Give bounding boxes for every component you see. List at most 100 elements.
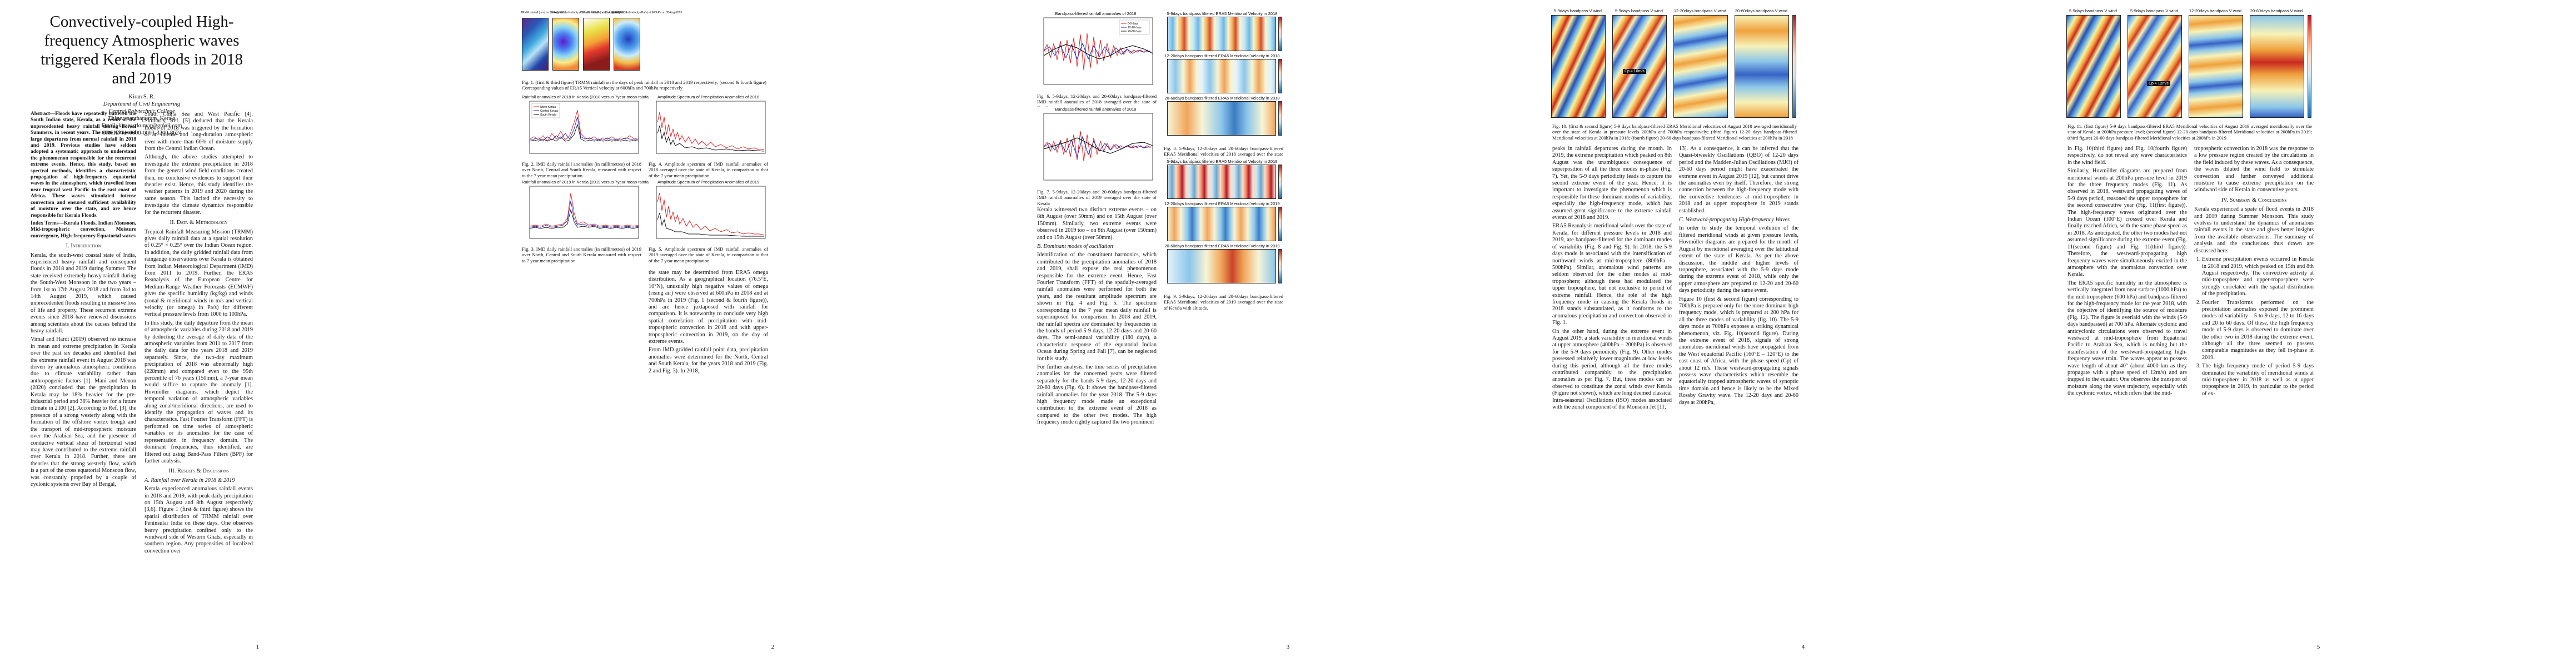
paragraph: On the other hand, during the extreme ev… — [1552, 328, 1672, 411]
hovmoller-panel — [1735, 15, 1789, 118]
figure-1-caption: Fig. 1. (first & third figure) TRMM rain… — [522, 79, 766, 91]
figure-3-caption: Fig. 3. IMD daily rainfall anomalies (in… — [522, 246, 641, 263]
figure-4-caption: Fig. 4. Amplitude spectrum of IMD rainfa… — [649, 161, 768, 178]
fig4-plot — [656, 101, 766, 154]
figure-6: Bandpass-filtered rainfall anomalies of … — [1036, 11, 1155, 92]
paragraph: Kerala experienced anomalous rainfall ev… — [145, 486, 253, 554]
svg-text:North Kerala: North Kerala — [540, 106, 556, 109]
subsection-heading: B. Dominant modes of oscillation — [1037, 243, 1113, 250]
column-2: tropospheric convection in 2018 was the … — [2194, 146, 2314, 399]
page-number: 2 — [771, 644, 775, 650]
column-2: South China Sea and West Pacific [4]. Si… — [145, 111, 253, 556]
contour-panel — [1167, 207, 1276, 241]
column-1: Kerala witnessed two distinct extreme ev… — [1037, 207, 1157, 428]
map-omega-2019 — [614, 18, 640, 71]
fig5-plot — [656, 186, 766, 239]
fig6-plot: 5-9 days 12-20 days 20-60 days — [1043, 17, 1153, 85]
contour-panel — [1167, 165, 1276, 199]
figure-5: Amplitude Spectrum of Precipitation Anom… — [649, 180, 768, 245]
figure-1: TRMM rainfall (mm) on 15-Aug-2018 ERA5 V… — [521, 11, 682, 78]
figure-2-caption: Fig. 2. IMD daily rainfall anomalies (in… — [522, 161, 641, 178]
section-heading: II. Data & Methodology — [170, 220, 228, 226]
section-heading: I. Introduction — [66, 243, 101, 250]
hovmoller-panel — [1551, 15, 1606, 118]
paper-title: Convectively-coupled High-frequency Atmo… — [40, 13, 243, 87]
paragraph: Figure 10 (first & second figure) corres… — [1679, 296, 1798, 406]
figure-10-caption: Fig. 10. (first & second figure) 5-9 day… — [1552, 123, 1797, 141]
paragraph: ERA5 Reanalysis meridional winds over th… — [1552, 223, 1672, 326]
figure-11: 5-9days bandpass V wind 5-9days bandpass… — [2061, 8, 2316, 122]
figure-8: 5-9days bandpass filtered ERA5 Meridiona… — [1164, 11, 1286, 145]
figure-3: Rainfall anomalies of 2019 in Kerala (20… — [522, 180, 652, 245]
paragraph: Similarly, Hovmöller diagrams are prepar… — [2067, 168, 2187, 278]
hovmoller-panel: Cp ≈ 10m/s — [1612, 15, 1667, 118]
subsection-heading: C. Westward-propagating High-frequency W… — [1679, 217, 1790, 223]
column-2: the state may be determined from ERA5 om… — [649, 270, 768, 376]
paragraph: For further analysis, the time series of… — [1037, 364, 1157, 426]
svg-text:12-20 days: 12-20 days — [1128, 26, 1142, 29]
paragraph: 13]. As a consequence, it can be inferre… — [1679, 146, 1798, 214]
column-2: 13]. As a consequence, it can be inferre… — [1679, 146, 1798, 408]
list-item: The high frequency mode of period 5-9 da… — [2202, 363, 2314, 397]
subsection-heading: A. Rainfall over Kerala in 2018 & 2019 — [145, 477, 235, 484]
figure-9-caption: Fig. 9. 5-9days, 12-20days and 20-60days… — [1164, 293, 1283, 311]
figure-5-caption: Fig. 5. Amplitude spectrum of IMD rainfa… — [649, 246, 768, 263]
svg-text:South Kerala: South Kerala — [540, 113, 556, 117]
figure-2: Rainfall anomalies of 2018 in Kerala (20… — [522, 94, 652, 160]
paragraph: peaks in rainfall departures during the … — [1552, 146, 1672, 221]
contour-panel — [1167, 249, 1276, 283]
page-number: 5 — [2316, 644, 2320, 650]
index-terms: Index Terms—Kerala Floods, Indian Monsoo… — [31, 220, 136, 239]
paragraph: the state may be determined from ERA5 om… — [649, 270, 768, 345]
paragraph: tropospheric convection in 2018 was the … — [2194, 146, 2314, 193]
paragraph: In order to study the temporal evolution… — [1679, 225, 1798, 294]
contour-panel — [1167, 17, 1276, 51]
page-2: TRMM rainfall (mm) on 15-Aug-2018 ERA5 V… — [515, 0, 1030, 667]
page-3: Bandpass-filtered rainfall anomalies of … — [1030, 0, 1546, 667]
hovmoller-panel — [1673, 15, 1728, 118]
hovmoller-panel: Cp ≈ 12m/s — [2127, 15, 2182, 118]
page-number: 3 — [1286, 644, 1290, 650]
paragraph: South China Sea and West Pacific [4]. Si… — [145, 111, 253, 152]
list-item: Fourier Transforms performed on the prec… — [2202, 300, 2314, 362]
fig2-plot: North Kerala Central Kerala South Kerala — [529, 101, 639, 154]
column-1: Abstract—Floods have repeatedly battered… — [31, 111, 136, 490]
paragraph: Kerala, the south-west coastal state of … — [31, 252, 136, 334]
figure-7: Bandpass-filtered rainfall anomalies of … — [1036, 107, 1155, 187]
map-trmm-2019 — [583, 18, 610, 71]
svg-text:20-60 days: 20-60 days — [1128, 30, 1142, 33]
page-number: 1 — [256, 644, 260, 650]
hovmoller-panel — [2189, 15, 2243, 118]
svg-text:5-9 days: 5-9 days — [1128, 22, 1139, 26]
page-number: 4 — [1801, 644, 1805, 650]
column-1: peaks in rainfall departures during the … — [1552, 146, 1672, 412]
section-heading: IV. Summary & Conclusions — [2221, 197, 2287, 203]
paragraph: Kerala experienced a spate of flood even… — [2194, 206, 2314, 254]
figure-9: 5-9days bandpass filtered ERA5 Meridiona… — [1164, 159, 1286, 292]
paragraph: Kerala witnessed two distinct extreme ev… — [1037, 207, 1157, 241]
figure-7-caption: Fig. 7. 5-9days, 12-20days and 20-60days… — [1037, 189, 1157, 206]
fig7-plot — [1043, 113, 1153, 181]
paragraph: In this study, the daily departure from … — [145, 320, 253, 464]
contour-panel — [1167, 59, 1276, 93]
page-1: Convectively-coupled High-frequency Atmo… — [0, 0, 515, 667]
section-heading: III. Results & Discussions — [168, 468, 229, 475]
hovmoller-panel — [2066, 15, 2121, 118]
abstract: Abstract—Floods have repeatedly battered… — [31, 111, 136, 218]
paragraph: Tropical Rainfall Measuring Mission (TRM… — [145, 228, 253, 318]
paragraph: Vimal and Hardt (2019) observed no incre… — [31, 336, 136, 487]
conclusion-list: Extreme precipitation events occurred in… — [2202, 256, 2314, 397]
figure-10: 5-9days bandpass V wind 5-9days bandpass… — [1546, 8, 1801, 122]
map-trmm-2018 — [522, 18, 549, 71]
contour-panel — [1167, 101, 1276, 136]
page-4: 5-9days bandpass V wind 5-9days bandpass… — [1546, 0, 2061, 667]
paragraph: The ERA5 specific humidity in the atmosp… — [2067, 280, 2187, 397]
paragraph: From IMD gridded rainfall point data, pr… — [649, 347, 768, 374]
figure-11-caption: Fig. 11. (first figure) 5-9 days bandpas… — [2067, 123, 2312, 141]
list-item: Extreme precipitation events occurred in… — [2202, 256, 2314, 297]
svg-text:Central Kerala: Central Kerala — [540, 109, 558, 113]
paragraph: Identification of the constituent harmon… — [1037, 252, 1157, 362]
author-block: Kiran S. R. Department of Civil Engineer… — [101, 94, 182, 136]
fig3-plot — [529, 186, 639, 239]
map-omega-2018 — [552, 18, 579, 71]
